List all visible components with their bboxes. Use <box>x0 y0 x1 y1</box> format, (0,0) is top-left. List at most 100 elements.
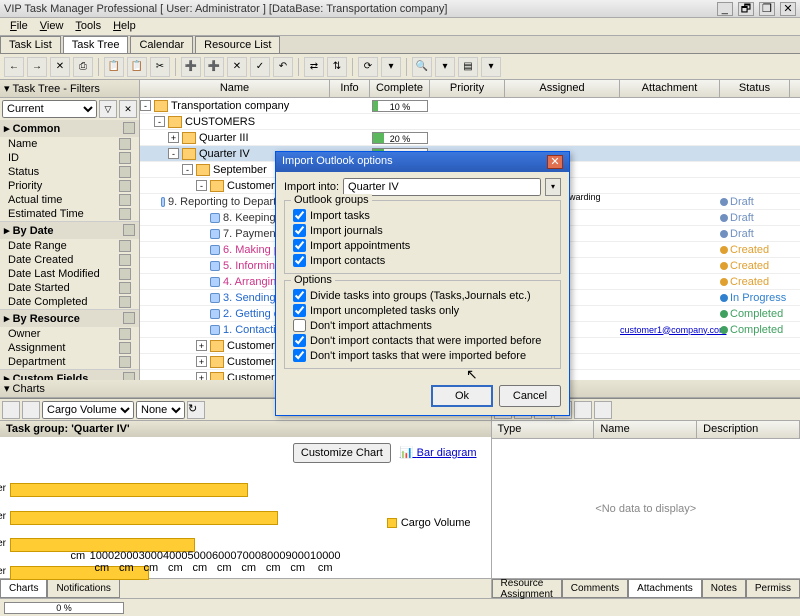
col-header-complete[interactable]: Complete <box>370 80 430 97</box>
detail-col-description[interactable]: Description <box>697 421 800 438</box>
toolbar-button[interactable]: ▤ <box>458 57 478 77</box>
toolbar-button[interactable]: ← <box>4 57 24 77</box>
tab-resource-list[interactable]: Resource List <box>195 36 280 53</box>
toolbar-button[interactable]: ⎙ <box>73 57 93 77</box>
filter-item[interactable]: Name <box>0 137 139 151</box>
toolbar-button[interactable]: ✕ <box>227 57 247 77</box>
current-filter-select[interactable]: Current <box>2 100 97 118</box>
detail-btn-6[interactable] <box>594 401 612 419</box>
toolbar-button[interactable]: ▾ <box>435 57 455 77</box>
toolbar-button[interactable]: ➕ <box>181 57 201 77</box>
checkbox-import-appointments[interactable] <box>293 239 306 252</box>
toolbar-button[interactable]: ✂ <box>150 57 170 77</box>
customize-chart-button[interactable]: Customize Chart <box>293 443 391 463</box>
toolbar-button[interactable]: ⇄ <box>304 57 324 77</box>
tree-row[interactable]: +Quarter III20 % <box>140 130 800 146</box>
detail-col-type[interactable]: Type <box>492 421 595 438</box>
checkbox-option-4[interactable] <box>293 349 306 362</box>
toolbar-button[interactable]: 📋 <box>104 57 124 77</box>
expander-icon[interactable]: - <box>196 180 207 191</box>
btab-resource-assignment[interactable]: Resource Assignment <box>492 579 562 598</box>
maximize-button[interactable]: ❐ <box>759 2 775 16</box>
btab-permiss[interactable]: Permiss <box>746 579 800 598</box>
filter-section-common[interactable]: ▸ Common <box>0 120 139 137</box>
cancel-button[interactable]: Cancel <box>499 385 561 407</box>
filter-item[interactable]: Priority <box>0 179 139 193</box>
expander-icon[interactable]: - <box>168 148 179 159</box>
expander-icon[interactable]: + <box>196 340 207 351</box>
toolbar-button[interactable]: ⟳ <box>358 57 378 77</box>
filter-item[interactable]: Owner <box>0 327 139 341</box>
tree-row[interactable]: -CUSTOMERS <box>140 114 800 130</box>
collapse-icon[interactable]: ▾ <box>4 382 10 395</box>
expander-icon[interactable]: + <box>196 372 207 380</box>
filter-item[interactable]: Date Created <box>0 253 139 267</box>
checkbox-option-3[interactable] <box>293 334 306 347</box>
checkbox-import-journals[interactable] <box>293 224 306 237</box>
col-header-attachment[interactable]: Attachment <box>620 80 720 97</box>
filter-item[interactable]: ID <box>0 151 139 165</box>
btab-notifications[interactable]: Notifications <box>47 579 119 598</box>
attachment-link[interactable]: customer1@company.com <box>620 325 720 335</box>
col-header-priority[interactable]: Priority <box>430 80 505 97</box>
filter-section-by-date[interactable]: ▸ By Date <box>0 222 139 239</box>
checkbox-option-1[interactable] <box>293 304 306 317</box>
col-header-info[interactable]: Info <box>330 80 370 97</box>
filter-item[interactable]: Department <box>0 355 139 369</box>
chart-group-select[interactable]: None <box>136 401 185 419</box>
chart-next-button[interactable] <box>22 401 40 419</box>
col-header-assigned[interactable]: Assigned <box>505 80 620 97</box>
toolbar-button[interactable]: ✓ <box>250 57 270 77</box>
filter-clear-button[interactable]: ✕ <box>119 100 137 118</box>
toolbar-button[interactable]: ▾ <box>381 57 401 77</box>
filter-item[interactable]: Date Range <box>0 239 139 253</box>
menu-tools[interactable]: Tools <box>69 18 107 35</box>
minimize-button[interactable]: _ <box>717 2 733 16</box>
import-into-dropdown[interactable]: ▾ <box>545 178 561 196</box>
expander-icon[interactable]: - <box>140 100 151 111</box>
toolbar-button[interactable]: ⇅ <box>327 57 347 77</box>
toolbar-button[interactable]: ➕ <box>204 57 224 77</box>
chart-field-select[interactable]: Cargo Volume <box>42 401 134 419</box>
collapse-icon[interactable]: ▾ <box>4 82 10 95</box>
close-button[interactable]: ✕ <box>780 2 796 16</box>
toolbar-button[interactable]: → <box>27 57 47 77</box>
ok-button[interactable]: Ok <box>431 385 493 407</box>
filter-section-custom-fields[interactable]: ▸ Custom Fields <box>0 370 139 380</box>
filter-apply-button[interactable]: ▽ <box>99 100 117 118</box>
import-into-input[interactable] <box>343 178 541 196</box>
toolbar-button[interactable]: ↶ <box>273 57 293 77</box>
toolbar-button[interactable]: ✕ <box>50 57 70 77</box>
filter-section-by-resource[interactable]: ▸ By Resource <box>0 310 139 327</box>
checkbox-option-2[interactable] <box>293 319 306 332</box>
menu-help[interactable]: Help <box>107 18 142 35</box>
col-header-name[interactable]: Name <box>140 80 330 97</box>
checkbox-import-contacts[interactable] <box>293 254 306 267</box>
btab-attachments[interactable]: Attachments <box>628 579 702 598</box>
filter-item[interactable]: Date Last Modified <box>0 267 139 281</box>
tab-task-tree[interactable]: Task Tree <box>63 36 129 53</box>
detail-col-name[interactable]: Name <box>594 421 697 438</box>
detail-btn-5[interactable] <box>574 401 592 419</box>
filter-item[interactable]: Estimated Time <box>0 207 139 221</box>
expander-icon[interactable]: - <box>182 164 193 175</box>
checkbox-import-tasks[interactable] <box>293 209 306 222</box>
bar-diagram-button[interactable]: 📊 Bar diagram <box>394 444 483 461</box>
filter-item[interactable]: Date Completed <box>0 295 139 309</box>
dialog-close-button[interactable]: ✕ <box>547 155 563 169</box>
expander-icon[interactable]: - <box>154 116 165 127</box>
filter-item[interactable]: Actual time <box>0 193 139 207</box>
chart-prev-button[interactable] <box>2 401 20 419</box>
tab-calendar[interactable]: Calendar <box>130 36 193 53</box>
toolbar-button[interactable]: 📋 <box>127 57 147 77</box>
expander-icon[interactable]: + <box>168 132 179 143</box>
dialog-titlebar[interactable]: Import Outlook options ✕ <box>276 152 569 172</box>
toolbar-button[interactable]: 🔍 <box>412 57 432 77</box>
btab-notes[interactable]: Notes <box>702 579 746 598</box>
menu-file[interactable]: File <box>4 18 34 35</box>
tab-task-list[interactable]: Task List <box>0 36 61 53</box>
filter-item[interactable]: Assignment <box>0 341 139 355</box>
checkbox-option-0[interactable] <box>293 289 306 302</box>
btab-charts[interactable]: Charts <box>0 579 47 598</box>
filter-item[interactable]: Status <box>0 165 139 179</box>
